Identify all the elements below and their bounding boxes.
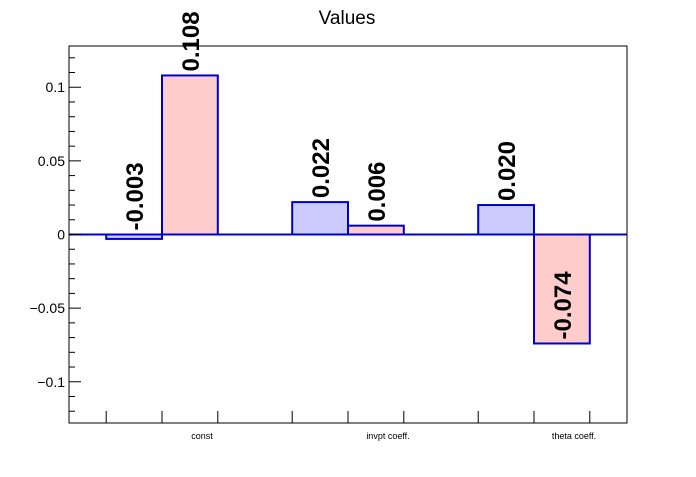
bar [347, 224, 405, 236]
bar-value-label: 0.020 [494, 141, 521, 201]
y-tick-label: 0 [57, 227, 65, 243]
bar-value-label: -0.003 [122, 162, 149, 230]
y-tick-label: 0.05 [38, 153, 65, 169]
chart-title: Values [319, 8, 376, 29]
x-tick-label: theta coeff. [552, 431, 596, 441]
frame-layer [68, 45, 628, 424]
bar-value-label: -0.074 [550, 271, 577, 340]
bar [477, 204, 536, 236]
x-tick-label: invpt coeff. [366, 431, 409, 441]
x-tick-label: const [191, 431, 213, 441]
bar-value-label: 0.108 [178, 11, 205, 71]
y-tick-label: 0.1 [46, 79, 66, 95]
bar [161, 74, 219, 236]
bar-value-label: 0.022 [308, 138, 335, 198]
y-tick-label: −0.05 [30, 300, 66, 316]
bar [291, 201, 350, 236]
bars-layer [69, 74, 627, 345]
bar-value-label: 0.006 [364, 162, 391, 222]
y-tick-label: −0.1 [37, 374, 65, 390]
labels-layer: 0.1 0.05 0 −0.05 −0.1 const invpt coeff. theta … [30, 11, 597, 441]
